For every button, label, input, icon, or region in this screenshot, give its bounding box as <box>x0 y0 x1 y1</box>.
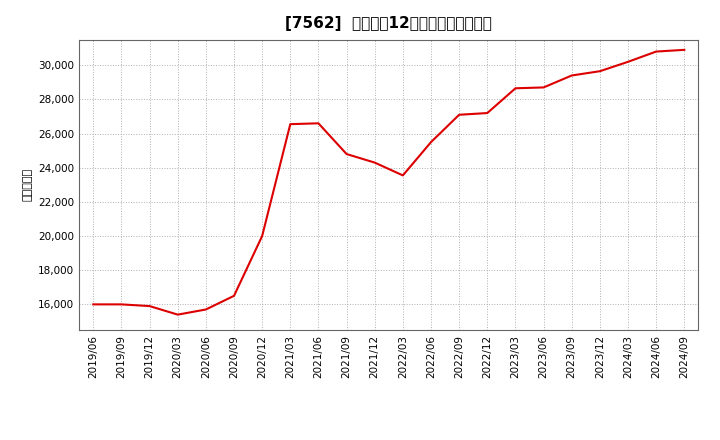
Title: [7562]  売上高の12か月移動合計の推移: [7562] 売上高の12か月移動合計の推移 <box>285 16 492 32</box>
Y-axis label: （百万円）: （百万円） <box>22 168 32 202</box>
